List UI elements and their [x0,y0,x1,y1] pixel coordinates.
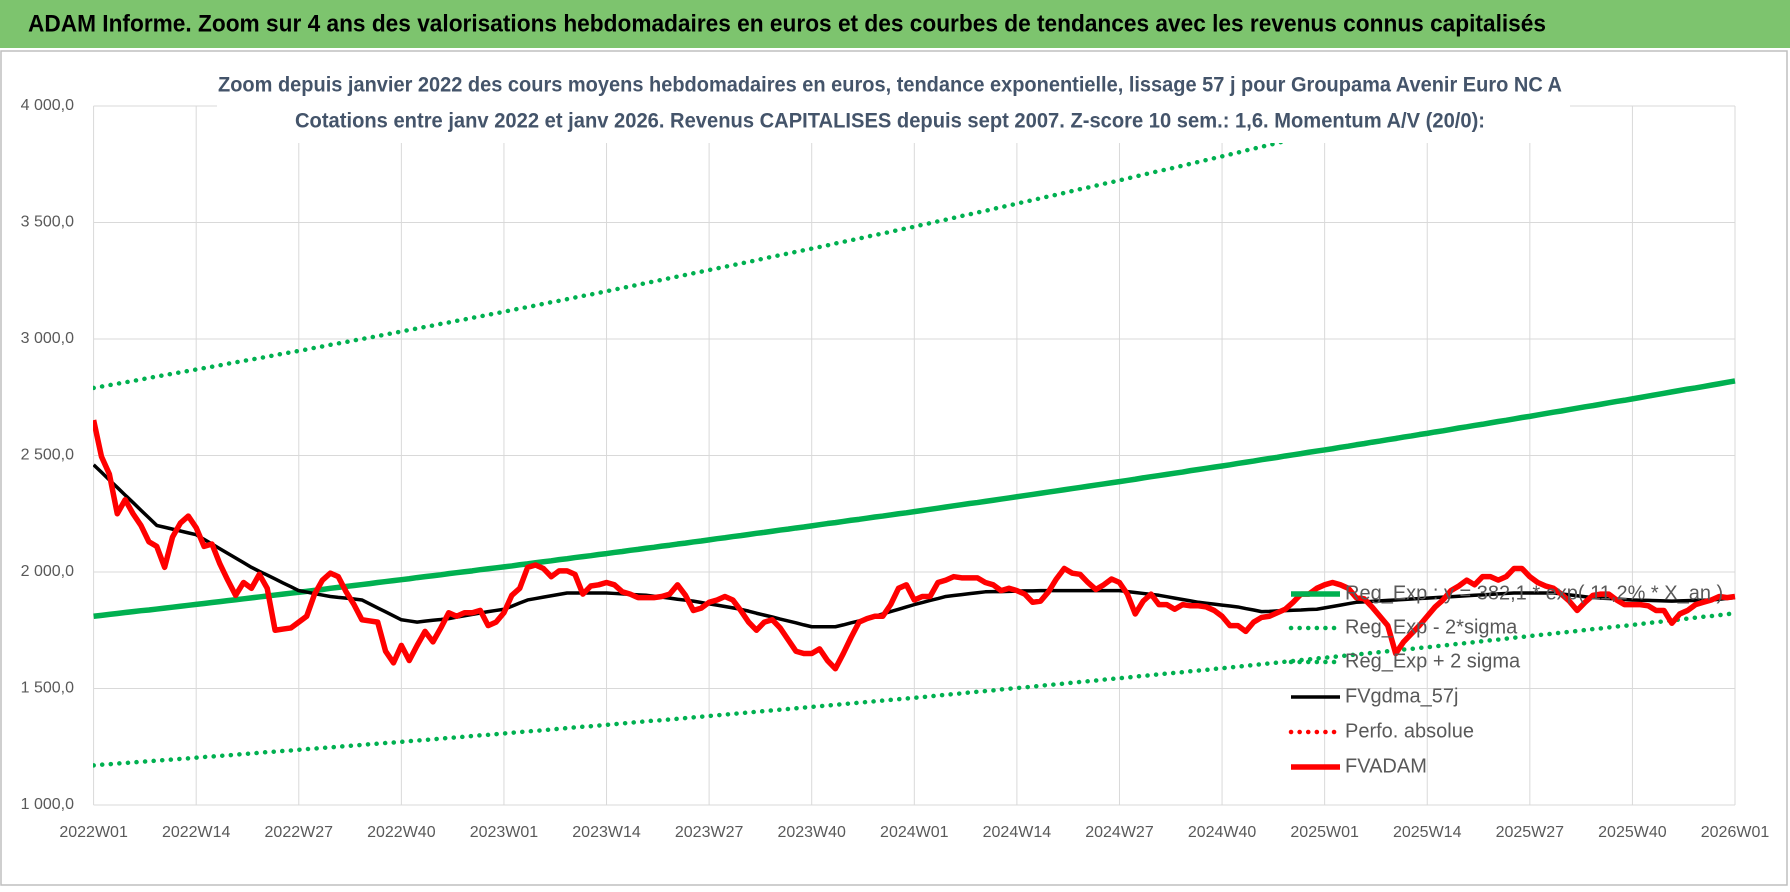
chart-subtitle: Cotations entre janv 2022 et janv 2026. … [295,110,1485,133]
legend-label: FVADAM [1345,755,1427,777]
legend-label: Reg_Exp + 2 sigma [1345,650,1521,672]
legend-label: Perfo. absolue [1345,720,1474,742]
series-line [93,378,1736,620]
x-tick-label: 2024W40 [1188,824,1257,841]
y-tick-label: 2 500,0 [21,447,74,464]
series-line [93,463,1736,629]
header-title: ADAM Informe. Zoom sur 4 ans des valoris… [28,10,1546,37]
x-tick-label: 2022W01 [59,824,128,841]
axes: 1 000,0 1 500,0 2 000,0 2 500,0 3 000,0 3 500… [21,97,1770,841]
chart-frame [0,50,1788,886]
x-tick-label: 2023W40 [777,824,846,841]
x-tick-label: 2023W01 [470,824,539,841]
x-tick-label: 2025W14 [1393,824,1462,841]
x-tick-label: 2024W14 [983,824,1052,841]
plot-lines [93,105,1736,768]
y-tick-label: 3 500,0 [21,214,74,231]
y-tick-label: 1 500,0 [21,680,74,697]
y-tick-label: 1 000,0 [21,796,74,813]
x-tick-label: 2025W27 [1496,824,1565,841]
y-tick-label: 4 000,0 [21,97,74,114]
x-tick-label: 2022W40 [367,824,436,841]
title-box [217,66,1570,143]
x-tick-label: 2022W14 [162,824,231,841]
series-line [93,610,1736,768]
x-tick-label: 2023W14 [572,824,641,841]
x-tick-label: 2025W01 [1290,824,1359,841]
chart-title: Zoom depuis janvier 2022 des cours moyen… [218,74,1562,97]
legend-label: FVgdma_57j [1345,685,1458,707]
x-tick-label: 2025W40 [1598,824,1667,841]
x-tick-label: 2026W01 [1701,824,1770,841]
x-tick-label: 2022W27 [265,824,334,841]
series-line [93,419,1736,672]
grid [93,105,1736,806]
x-tick-label: 2024W27 [1085,824,1154,841]
series-line [93,105,1441,391]
y-tick-label: 2 000,0 [21,563,74,580]
x-tick-label: 2024W01 [880,824,949,841]
legend: Reg_Exp : y = 382,1 * exp( 11,2% * X_an … [1288,582,1723,777]
legend-label: Reg_Exp : y = 382,1 * exp( 11,2% * X_an … [1345,582,1723,604]
y-tick-label: 3 000,0 [21,330,74,347]
header-bar [0,0,1790,48]
legend-label: Reg_Exp - 2*sigma [1345,616,1518,638]
x-tick-label: 2023W27 [675,824,744,841]
